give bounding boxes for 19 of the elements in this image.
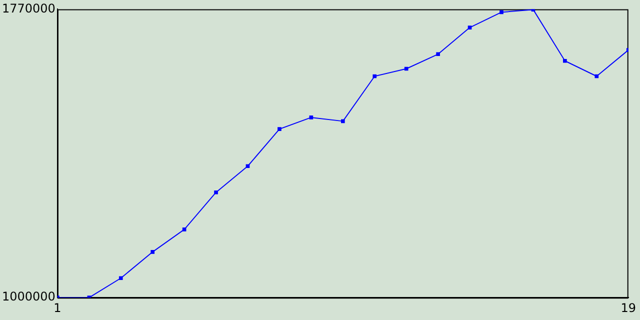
- point: [278, 127, 282, 131]
- point: [340, 119, 345, 124]
- point: [594, 74, 599, 78]
- point: [214, 190, 218, 194]
- point: [436, 52, 440, 56]
- x-tick-label: 19: [620, 300, 636, 315]
- point: [500, 10, 504, 14]
- point: [372, 74, 377, 78]
- point: [150, 250, 155, 254]
- point: [468, 26, 472, 30]
- point: [246, 164, 250, 168]
- point: [309, 116, 314, 120]
- x-tick-label: 1: [54, 300, 62, 315]
- point: [118, 276, 123, 280]
- y-tick-label: 1770000: [2, 1, 56, 16]
- point: [563, 58, 567, 63]
- point: [182, 228, 186, 232]
- y-tick-label: 1000000: [2, 290, 56, 304]
- point: [404, 66, 408, 71]
